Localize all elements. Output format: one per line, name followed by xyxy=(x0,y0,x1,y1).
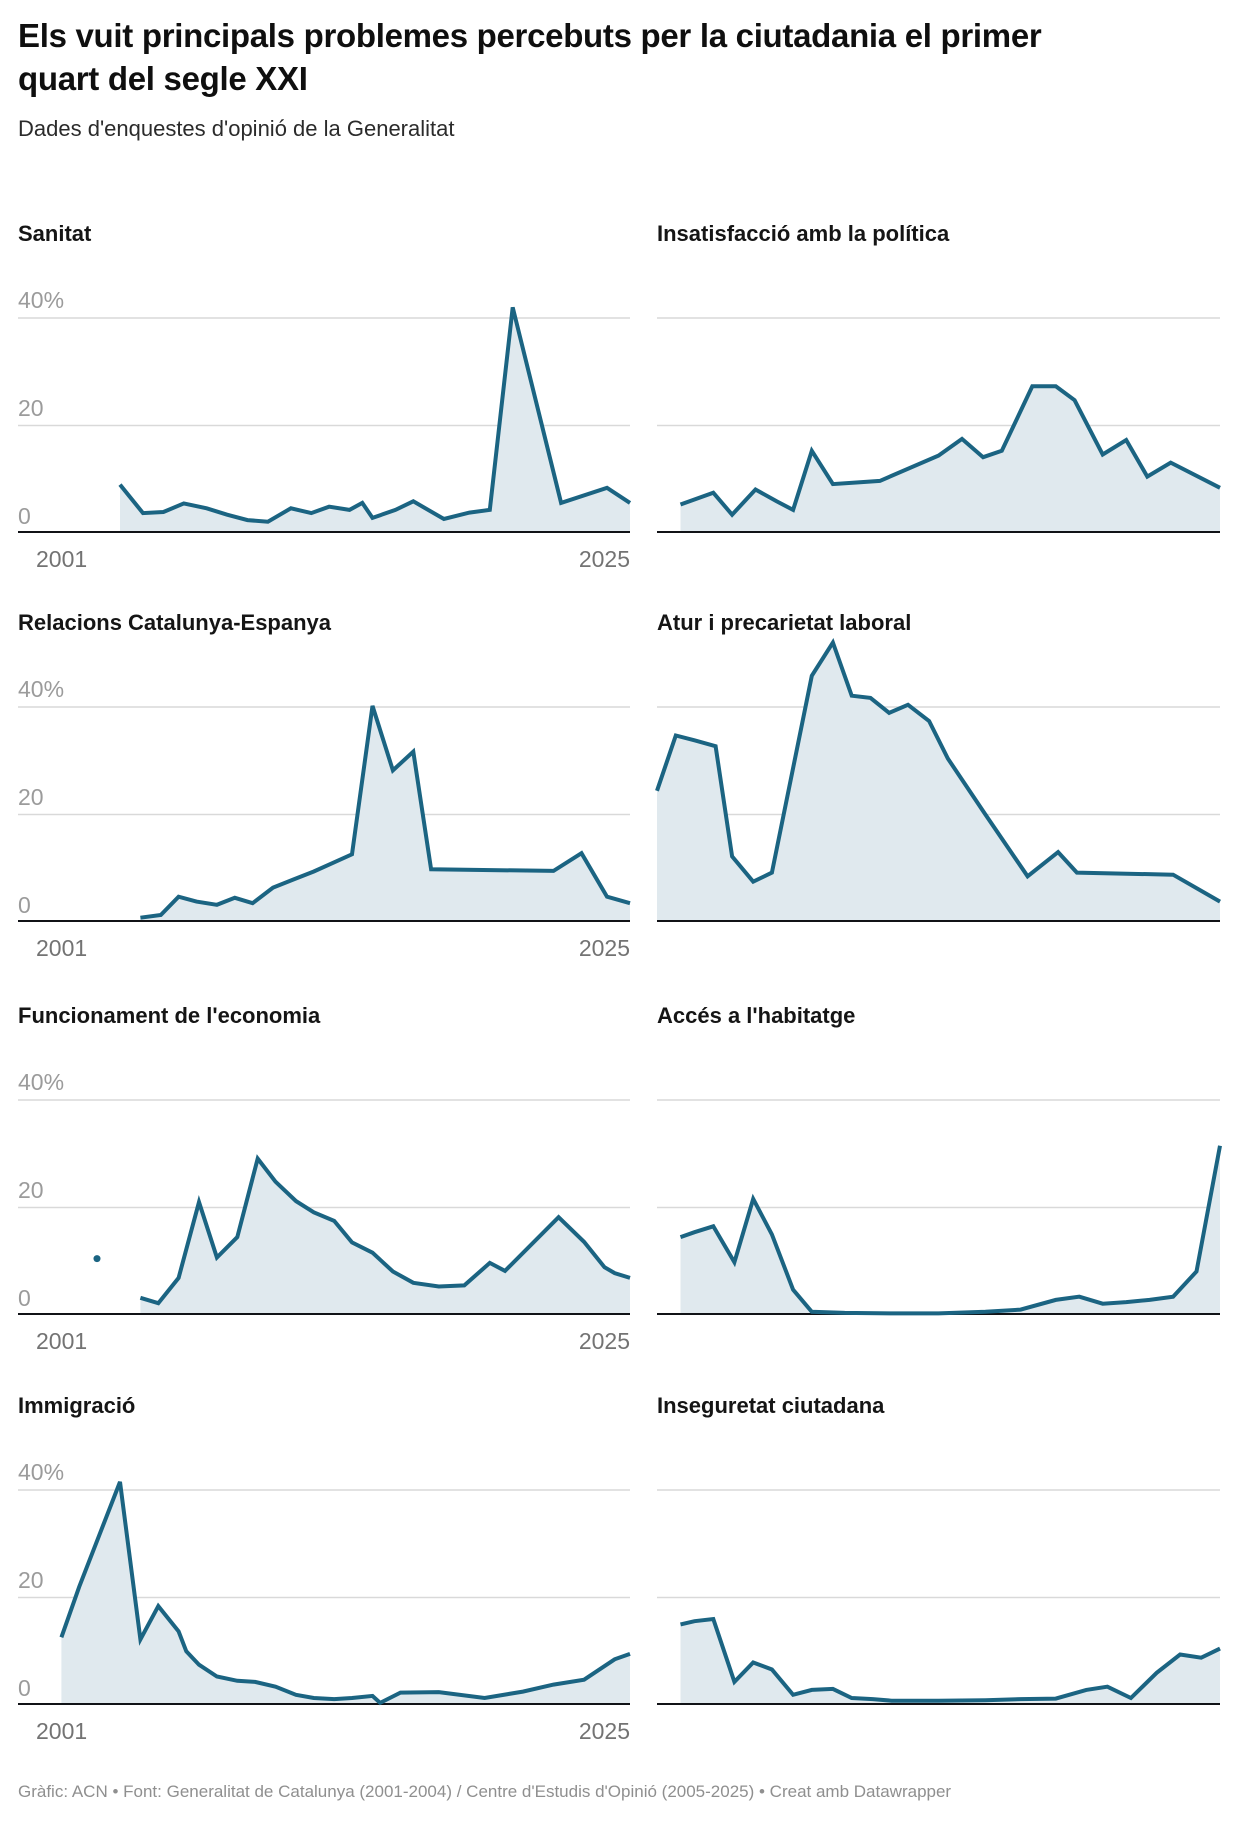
chart-plot-insatisfacci-amb-la-pol-tica xyxy=(657,317,1221,533)
x-axis-label-start: 2001 xyxy=(36,546,88,572)
y-axis-label-40: 40% xyxy=(18,1069,65,1095)
line-series xyxy=(139,1154,631,1306)
page-subtitle: Dades d'enquestes d'opinió de la General… xyxy=(18,116,455,141)
chart-plot-funcionament-de-l-economia xyxy=(18,1099,631,1315)
line-series xyxy=(59,1481,631,1706)
y-axis-label-40: 40% xyxy=(18,1459,65,1485)
chart-plot-sanitat xyxy=(18,306,632,533)
chart-plot-inseguretat-ciutadana xyxy=(657,1489,1221,1705)
line-series xyxy=(655,637,1221,904)
chart-title-acc-s-a-l-habitatge: Accés a l'habitatge xyxy=(657,1003,856,1028)
y-axis-label-40: 40% xyxy=(18,287,65,313)
footer-credit: Gràfic: ACN • Font: Generalitat de Catal… xyxy=(18,1782,952,1801)
chart-title-atur-i-precarietat-laboral: Atur i precarietat laboral xyxy=(657,610,912,635)
chart-plot-acc-s-a-l-habitatge xyxy=(657,1099,1222,1316)
y-axis-label-40: 40% xyxy=(18,676,65,702)
chart-title-immigraci: Immigració xyxy=(18,1393,136,1418)
y-axis-label-0: 0 xyxy=(18,892,31,918)
chart-title-sanitat: Sanitat xyxy=(18,221,92,246)
line-series xyxy=(140,705,631,920)
chart-title-inseguretat-ciutadana: Inseguretat ciutadana xyxy=(657,1393,885,1418)
y-axis-label-20: 20 xyxy=(18,1177,44,1203)
isolated-data-point xyxy=(93,1255,101,1263)
x-axis-label-start: 2001 xyxy=(36,1328,88,1354)
chart-title-insatisfacci-amb-la-pol-tica: Insatisfacció amb la política xyxy=(657,221,950,246)
line-series xyxy=(680,1616,1221,1703)
area-series xyxy=(140,705,630,922)
area-series xyxy=(680,1145,1220,1315)
y-axis-label-20: 20 xyxy=(18,395,44,421)
x-axis-label-start: 2001 xyxy=(36,1718,88,1744)
y-axis-label-0: 0 xyxy=(18,1675,31,1701)
page-title: Els vuit principals problemes percebuts … xyxy=(18,17,1042,98)
area-series xyxy=(61,1481,630,1705)
area-series xyxy=(657,642,1220,922)
x-axis-label-start: 2001 xyxy=(36,935,88,961)
chart-plot-atur-i-precarietat-laboral xyxy=(655,637,1221,922)
y-axis-label-20: 20 xyxy=(18,784,44,810)
line-series xyxy=(118,306,632,524)
chart-plot-relacions-catalunya-espanya xyxy=(18,705,631,922)
x-axis-label-end: 2025 xyxy=(578,1328,630,1354)
line-series xyxy=(679,1145,1222,1316)
chart-title-funcionament-de-l-economia: Funcionament de l'economia xyxy=(18,1003,321,1028)
line-series xyxy=(679,384,1221,518)
x-axis-label-end: 2025 xyxy=(578,546,630,572)
y-axis-label-0: 0 xyxy=(18,1285,31,1311)
area-series xyxy=(140,1158,630,1315)
x-axis-label-end: 2025 xyxy=(578,935,630,961)
y-axis-label-0: 0 xyxy=(18,503,31,529)
chart-plot-immigraci xyxy=(18,1481,631,1706)
y-axis-label-20: 20 xyxy=(18,1567,44,1593)
area-series xyxy=(120,307,630,533)
x-axis-label-end: 2025 xyxy=(578,1718,630,1744)
area-series xyxy=(680,1619,1220,1705)
chart-title-relacions-catalunya-espanya: Relacions Catalunya-Espanya xyxy=(18,610,332,635)
